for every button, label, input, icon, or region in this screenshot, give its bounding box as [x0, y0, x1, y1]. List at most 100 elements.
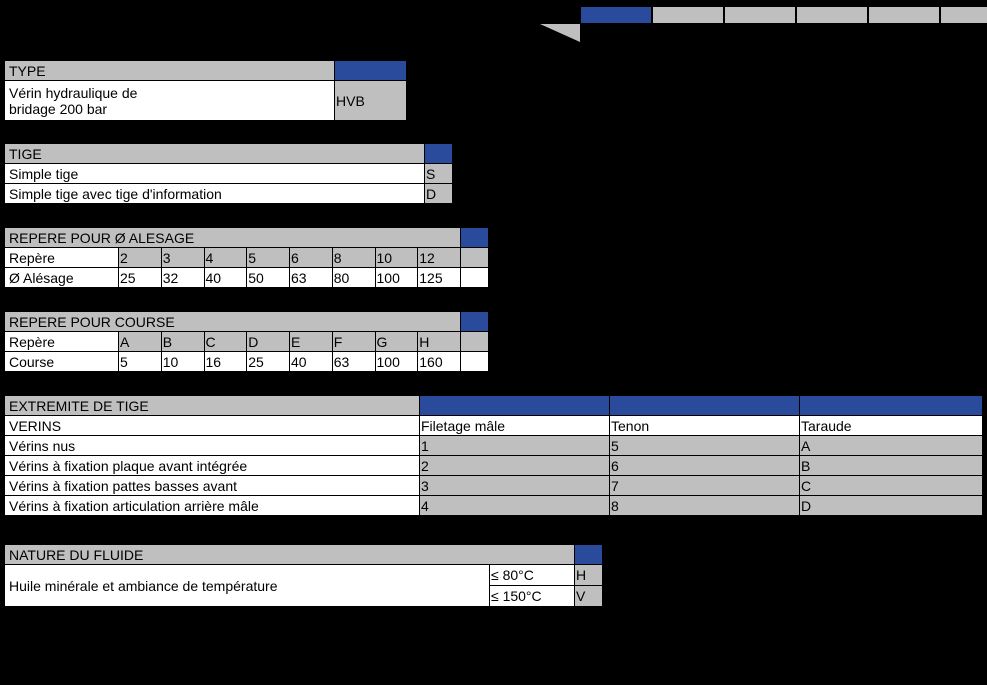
- pointer-triangle: [540, 24, 580, 42]
- extremite-row-3-label: Vérins à fixation articulation arrière m…: [5, 496, 420, 516]
- course-row0-label: Repère: [5, 332, 119, 352]
- extremite-row-0-label: Vérins nus: [5, 436, 420, 456]
- extremite-header: EXTREMITE DE TIGE: [5, 396, 420, 416]
- code-box-1: [580, 6, 652, 24]
- alesage-rep-5: 8: [332, 248, 375, 268]
- course-side-white-0: [461, 352, 489, 372]
- course-val-3: 25: [247, 352, 290, 372]
- tige-block: TIGE Simple tige S Simple tige avec tige…: [4, 143, 453, 204]
- course-rep-3: D: [247, 332, 290, 352]
- tige-row-0-code: S: [425, 164, 453, 184]
- extremite-row-2-c0: 3: [420, 476, 610, 496]
- extremite-row-2-label: Vérins à fixation pattes basses avant: [5, 476, 420, 496]
- extremite-block: EXTREMITE DE TIGE VERINS Filetage mâle T…: [4, 395, 983, 516]
- code-box-4: [796, 6, 868, 24]
- fluide-row-1-code: V: [575, 586, 603, 607]
- type-desc-line1: Vérin hydraulique de: [9, 85, 137, 101]
- code-box-5: [868, 6, 940, 24]
- course-val-6: 100: [375, 352, 418, 372]
- extremite-row-3-c2: D: [800, 496, 983, 516]
- extremite-row-1-c2: B: [800, 456, 983, 476]
- type-code: HVB: [335, 81, 407, 121]
- alesage-rep-3: 5: [247, 248, 290, 268]
- extremite-row-3-c1: 8: [610, 496, 800, 516]
- tige-row-1-code: D: [425, 184, 453, 204]
- alesage-rep-7: 12: [418, 248, 461, 268]
- tige-blue-box: [425, 144, 453, 164]
- course-rep-0: A: [119, 332, 162, 352]
- course-side-grey-0: [461, 332, 489, 352]
- extremite-row-1-c1: 6: [610, 456, 800, 476]
- alesage-row1-label: Ø Alésage: [5, 268, 119, 288]
- alesage-side-white-0: [461, 268, 489, 288]
- fluide-blue-box: [575, 545, 603, 565]
- alesage-val-0: 25: [119, 268, 162, 288]
- code-box-6: [940, 6, 987, 24]
- alesage-rep-4: 6: [290, 248, 333, 268]
- extremite-blue-0: [420, 396, 610, 416]
- course-rep-6: G: [375, 332, 418, 352]
- extremite-row-2-c1: 7: [610, 476, 800, 496]
- course-val-4: 40: [290, 352, 333, 372]
- alesage-rep-0: 2: [119, 248, 162, 268]
- code-box-3: [724, 6, 796, 24]
- alesage-header: REPERE POUR Ø ALESAGE: [5, 228, 461, 248]
- course-rep-2: C: [204, 332, 247, 352]
- alesage-rep-1: 3: [161, 248, 204, 268]
- course-val-0: 5: [119, 352, 162, 372]
- type-desc: Vérin hydraulique de bridage 200 bar: [5, 81, 335, 121]
- extremite-blue-2: [800, 396, 983, 416]
- course-block: REPERE POUR COURSE Repère A B C D E F G …: [4, 311, 489, 372]
- fluide-row-1-temp: ≤ 150°C: [490, 586, 575, 607]
- extremite-col-1: Tenon: [610, 416, 800, 436]
- course-header: REPERE POUR COURSE: [5, 312, 461, 332]
- page: TYPE Vérin hydraulique de bridage 200 ba…: [0, 0, 987, 685]
- type-desc-line2: bridage 200 bar: [9, 101, 107, 117]
- alesage-side-grey-0: [461, 248, 489, 268]
- course-rep-7: H: [418, 332, 461, 352]
- alesage-val-5: 80: [332, 268, 375, 288]
- alesage-rep-6: 10: [375, 248, 418, 268]
- course-rep-1: B: [161, 332, 204, 352]
- alesage-val-3: 50: [247, 268, 290, 288]
- course-rep-5: F: [332, 332, 375, 352]
- course-val-7: 160: [418, 352, 461, 372]
- extremite-blue-1: [610, 396, 800, 416]
- fluide-block: NATURE DU FLUIDE Huile minérale et ambia…: [4, 544, 603, 607]
- course-row1-label: Course: [5, 352, 119, 372]
- course-val-5: 63: [332, 352, 375, 372]
- fluide-header: NATURE DU FLUIDE: [5, 545, 575, 565]
- alesage-val-6: 100: [375, 268, 418, 288]
- fluide-row-0-temp: ≤ 80°C: [490, 565, 575, 586]
- extremite-row-0-c1: 5: [610, 436, 800, 456]
- alesage-val-1: 32: [161, 268, 204, 288]
- code-box-2: [652, 6, 724, 24]
- alesage-row0-label: Repère: [5, 248, 119, 268]
- alesage-rep-2: 4: [204, 248, 247, 268]
- extremite-row-0-c0: 1: [420, 436, 610, 456]
- extremite-row-0-c2: A: [800, 436, 983, 456]
- course-rep-4: E: [290, 332, 333, 352]
- course-val-1: 10: [161, 352, 204, 372]
- extremite-row-1-label: Vérins à fixation plaque avant intégrée: [5, 456, 420, 476]
- extremite-row-3-c0: 4: [420, 496, 610, 516]
- code-box-strip: [580, 6, 987, 24]
- tige-row-0-label: Simple tige: [5, 164, 425, 184]
- tige-row-1-label: Simple tige avec tige d'information: [5, 184, 425, 204]
- fluide-desc: Huile minérale et ambiance de températur…: [5, 565, 490, 607]
- alesage-block: REPERE POUR Ø ALESAGE Repère 2 3 4 5 6 8…: [4, 227, 489, 288]
- course-val-2: 16: [204, 352, 247, 372]
- type-blue-box: [335, 61, 407, 81]
- alesage-blue-box: [461, 228, 489, 248]
- type-header: TYPE: [5, 61, 335, 81]
- extremite-row-2-c2: C: [800, 476, 983, 496]
- extremite-row-1-c0: 2: [420, 456, 610, 476]
- extremite-col0: VERINS: [5, 416, 420, 436]
- extremite-col-2: Taraude: [800, 416, 983, 436]
- alesage-val-2: 40: [204, 268, 247, 288]
- alesage-val-7: 125: [418, 268, 461, 288]
- tige-header: TIGE: [5, 144, 425, 164]
- type-block: TYPE Vérin hydraulique de bridage 200 ba…: [4, 60, 407, 121]
- course-blue-box: [461, 312, 489, 332]
- fluide-row-0-code: H: [575, 565, 603, 586]
